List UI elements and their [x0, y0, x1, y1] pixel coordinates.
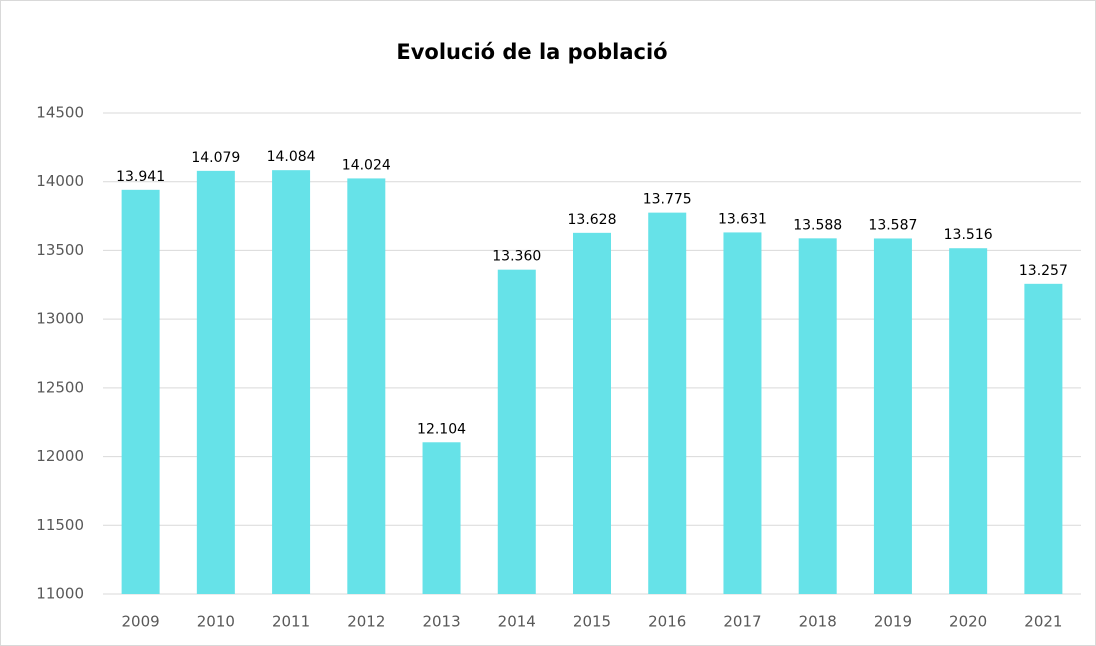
x-tick-label: 2014: [498, 613, 536, 631]
x-tick-label: 2011: [272, 613, 310, 631]
data-label: 13.631: [718, 211, 767, 227]
bar: [347, 178, 386, 594]
bar: [121, 189, 160, 594]
data-label: 13.360: [492, 249, 541, 265]
x-tick-label: 2016: [648, 613, 686, 631]
x-tick-label: 2012: [347, 613, 385, 631]
y-tick-label: 13000: [36, 310, 84, 328]
bar: [422, 442, 461, 594]
y-tick-label: 14500: [36, 104, 84, 122]
data-label: 13.941: [116, 169, 165, 185]
x-tick-label: 2017: [723, 613, 761, 631]
bar: [798, 238, 837, 595]
data-label: 12.104: [417, 421, 466, 437]
y-tick-label: 12000: [36, 447, 84, 465]
bar: [1024, 283, 1063, 594]
bar: [873, 238, 912, 594]
x-tick-label: 2020: [949, 613, 987, 631]
y-tick-label: 13500: [36, 241, 84, 259]
chart-title: Evolució de la població: [396, 40, 667, 64]
data-label: 13.775: [643, 192, 692, 208]
bar: [497, 269, 536, 594]
data-label: 14.084: [267, 149, 316, 165]
x-tick-label: 2019: [874, 613, 912, 631]
bar: [648, 212, 687, 594]
y-tick-label: 11500: [36, 516, 84, 534]
y-tick-label: 14000: [36, 172, 84, 190]
x-tick-label: 2021: [1024, 613, 1062, 631]
x-tick-label: 2018: [799, 613, 837, 631]
x-tick-label: 2010: [197, 613, 235, 631]
x-tick-label: 2013: [422, 613, 460, 631]
data-label: 14.079: [191, 150, 240, 166]
bar: [723, 232, 762, 595]
bar: [196, 170, 235, 594]
data-label: 13.587: [868, 217, 917, 233]
bar: [573, 232, 611, 594]
data-label: 14.024: [342, 157, 391, 173]
data-label: 13.516: [944, 227, 993, 243]
data-label: 13.628: [568, 212, 617, 228]
y-tick-label: 12500: [36, 378, 84, 396]
bar: [949, 248, 988, 594]
data-label: 13.588: [793, 217, 842, 233]
x-tick-label: 2009: [122, 613, 160, 631]
x-tick-label: 2015: [573, 613, 611, 631]
y-tick-label: 11000: [36, 585, 84, 603]
data-label: 13.257: [1019, 263, 1068, 279]
bar: [272, 170, 311, 594]
